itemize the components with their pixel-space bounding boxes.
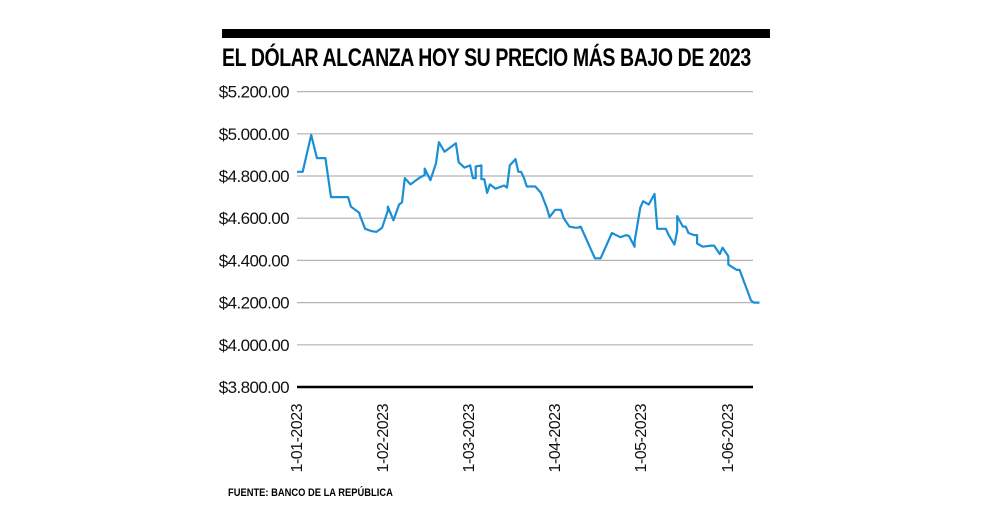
y-tick-label: $4.000.00 (219, 336, 289, 355)
y-tick-label: $5.000.00 (219, 125, 289, 144)
x-tick-label: 1-02-2023 (375, 403, 392, 472)
x-tick-label: 1-03-2023 (461, 403, 478, 472)
x-tick-label: 1-04-2023 (547, 403, 564, 472)
source-note: FUENTE: BANCO DE LA REPÚBLICA (228, 487, 393, 499)
y-tick-label: $3.800.00 (219, 378, 289, 397)
y-tick-label: $4.200.00 (219, 294, 289, 313)
x-tick-label: 1-01-2023 (289, 403, 306, 472)
gridlines (297, 90, 753, 389)
y-axis-labels: $3.800.00 $4.000.00 $4.200.00 $4.400.00 $4.6… (219, 83, 290, 397)
y-tick-label: $5.200.00 (219, 83, 289, 102)
price-line (297, 133, 760, 304)
x-tick-label: 1-06-2023 (720, 403, 737, 472)
x-axis-labels: 1-01-2023 1-02-2023 1-03-2023 1-04-2023 1-05… (289, 403, 737, 472)
chart-title: EL DÓLAR ALCANZA HOY SU PRECIO MÁS BAJO … (222, 44, 751, 72)
y-tick-label: $4.400.00 (219, 251, 289, 270)
y-tick-label: $4.600.00 (219, 209, 289, 228)
x-tick-label: 1-05-2023 (633, 403, 650, 472)
header-bar (222, 29, 770, 38)
y-tick-label: $4.800.00 (219, 167, 289, 186)
